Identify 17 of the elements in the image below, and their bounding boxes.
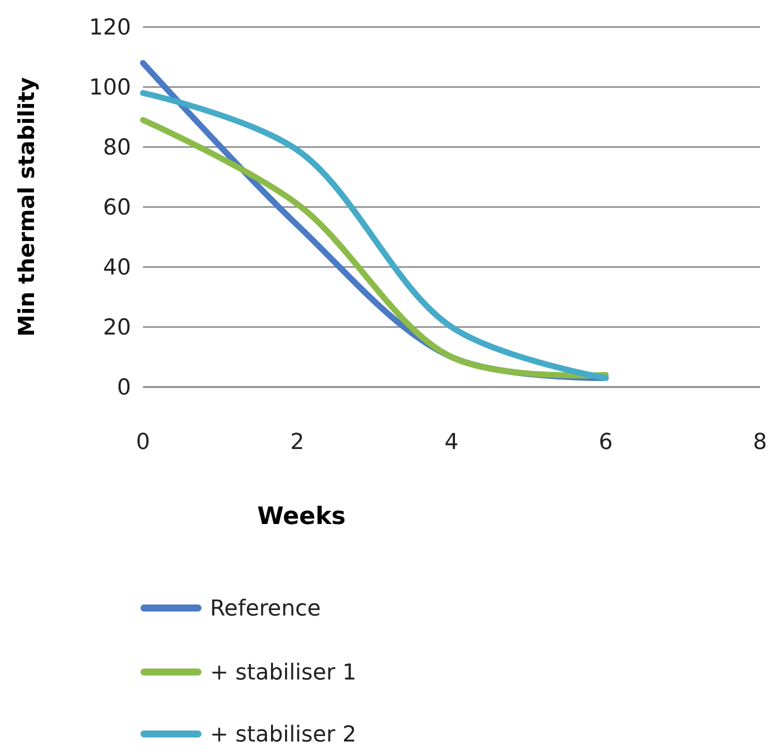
x-tick-label: 2: [290, 430, 304, 455]
legend-label: + stabiliser 2: [210, 722, 356, 748]
y-tick-label: 0: [117, 376, 131, 401]
y-tick-label: 20: [103, 316, 131, 341]
legend-label: Reference: [210, 596, 321, 622]
x-axis-title: Weeks: [257, 502, 346, 530]
y-axis-title: Min thermal stability: [15, 77, 40, 337]
y-tick-label: 100: [89, 76, 131, 101]
y-tick-label: 80: [103, 136, 131, 161]
x-tick-label: 8: [753, 430, 767, 455]
y-tick-label: 40: [103, 256, 131, 281]
legend-label: + stabiliser 1: [210, 660, 356, 686]
y-tick-label: 120: [89, 16, 131, 41]
x-tick-label: 4: [444, 430, 458, 455]
x-tick-label: 6: [598, 430, 613, 455]
x-tick-label: 0: [136, 430, 150, 455]
y-tick-label: 60: [103, 196, 131, 221]
